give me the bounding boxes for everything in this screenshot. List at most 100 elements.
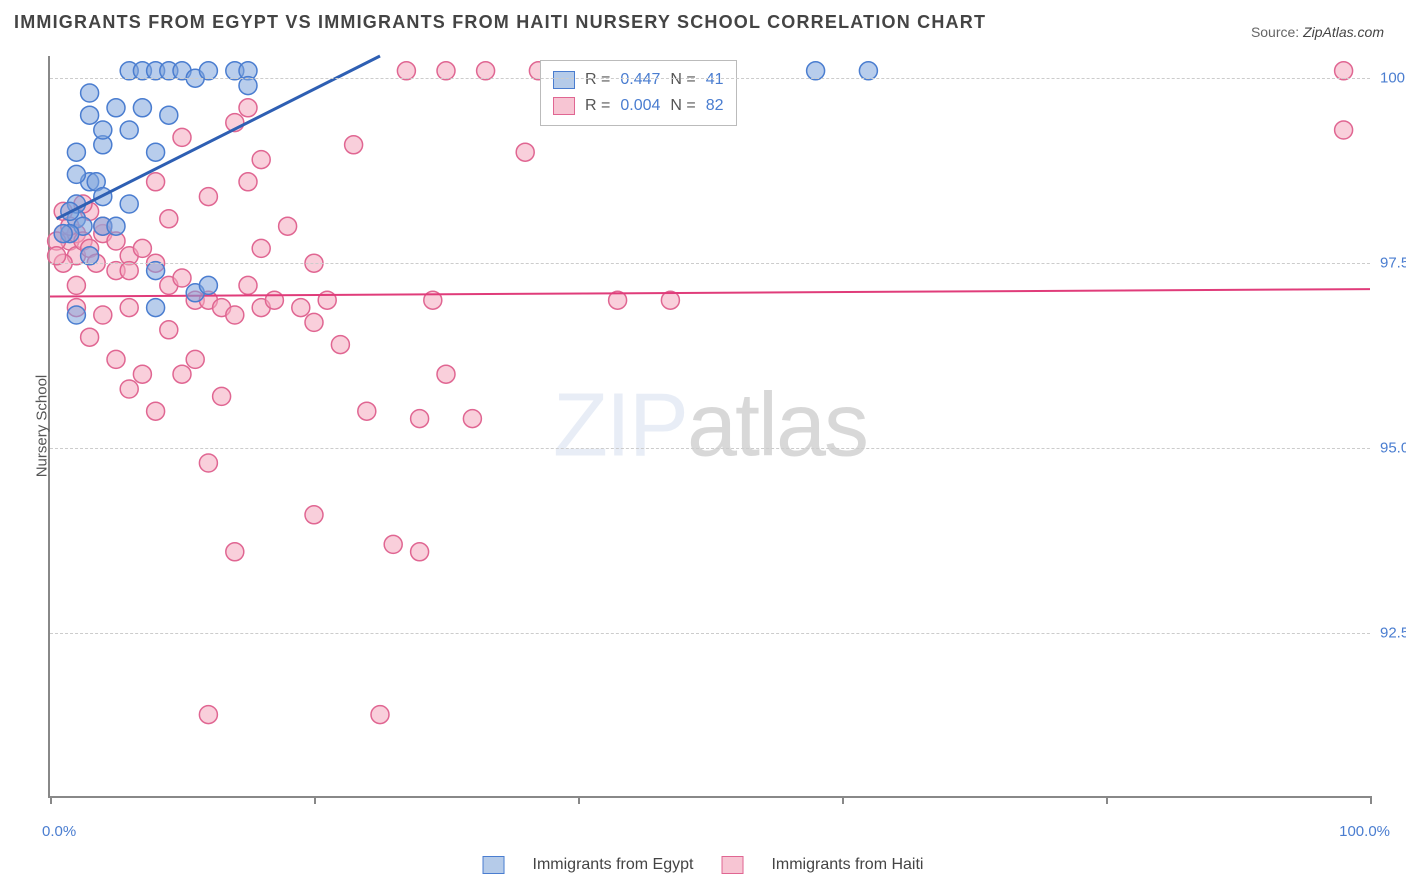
- x-axis-min: 0.0%: [42, 823, 76, 840]
- egypt-legend-label: Immigrants from Egypt: [533, 856, 694, 874]
- scatter-point: [437, 62, 455, 80]
- scatter-point: [67, 143, 85, 161]
- scatter-point: [120, 195, 138, 213]
- scatter-point: [67, 165, 85, 183]
- scatter-point: [120, 262, 138, 280]
- scatter-point: [147, 173, 165, 191]
- scatter-point: [477, 62, 495, 80]
- scatter-point: [226, 543, 244, 561]
- scatter-point: [107, 350, 125, 368]
- scatter-point: [265, 291, 283, 309]
- scatter-point: [239, 99, 257, 117]
- scatter-point: [463, 410, 481, 428]
- stats-legend: R = 0.447 N = 41 R = 0.004 N = 82: [540, 60, 737, 126]
- egypt-swatch-icon: [483, 856, 505, 874]
- x-tick: [1370, 796, 1372, 804]
- scatter-point: [147, 143, 165, 161]
- scatter-point: [199, 188, 217, 206]
- scatter-point: [318, 291, 336, 309]
- chart-title: IMMIGRANTS FROM EGYPT VS IMMIGRANTS FROM…: [14, 12, 986, 33]
- scatter-point: [411, 410, 429, 428]
- scatter-point: [199, 706, 217, 724]
- y-tick-label: 92.5%: [1374, 625, 1406, 642]
- svg-layer: [50, 56, 1370, 796]
- scatter-point: [160, 210, 178, 228]
- scatter-point: [81, 247, 99, 265]
- scatter-point: [358, 402, 376, 420]
- haiti-legend-label: Immigrants from Haiti: [771, 856, 923, 874]
- scatter-point: [160, 106, 178, 124]
- x-tick: [50, 796, 52, 804]
- scatter-point: [67, 276, 85, 294]
- source-name: ZipAtlas.com: [1303, 24, 1384, 40]
- source-label: Source:: [1251, 24, 1303, 40]
- scatter-point: [133, 365, 151, 383]
- scatter-point: [411, 543, 429, 561]
- scatter-point: [199, 454, 217, 472]
- y-tick-label: 100.0%: [1374, 70, 1406, 87]
- scatter-point: [147, 262, 165, 280]
- scatter-point: [371, 706, 389, 724]
- series-legend: Immigrants from Egypt Immigrants from Ha…: [483, 856, 924, 874]
- x-tick: [578, 796, 580, 804]
- scatter-point: [226, 306, 244, 324]
- y-axis-label: Nursery School: [34, 375, 51, 478]
- scatter-point: [345, 136, 363, 154]
- scatter-point: [107, 217, 125, 235]
- scatter-point: [147, 299, 165, 317]
- r-label: R =: [585, 67, 610, 93]
- scatter-point: [252, 239, 270, 257]
- scatter-point: [107, 99, 125, 117]
- scatter-point: [173, 128, 191, 146]
- scatter-point: [81, 84, 99, 102]
- scatter-point: [1335, 121, 1353, 139]
- scatter-point: [173, 365, 191, 383]
- scatter-point: [239, 276, 257, 294]
- scatter-point: [305, 506, 323, 524]
- scatter-point: [807, 62, 825, 80]
- scatter-point: [279, 217, 297, 235]
- scatter-point: [160, 321, 178, 339]
- scatter-point: [437, 365, 455, 383]
- x-tick: [1106, 796, 1108, 804]
- n-label: N =: [670, 93, 695, 119]
- gridline: [50, 633, 1370, 634]
- scatter-point: [397, 62, 415, 80]
- egypt-n-value: 41: [706, 67, 724, 93]
- haiti-n-value: 82: [706, 93, 724, 119]
- scatter-plot: Nursery School ZIPatlas R = 0.447 N = 41…: [48, 56, 1370, 798]
- scatter-point: [213, 387, 231, 405]
- scatter-point: [252, 151, 270, 169]
- scatter-point: [94, 121, 112, 139]
- x-tick: [314, 796, 316, 804]
- scatter-point: [186, 350, 204, 368]
- scatter-point: [94, 306, 112, 324]
- egypt-r-value: 0.447: [620, 67, 660, 93]
- scatter-point: [516, 143, 534, 161]
- scatter-point: [1335, 62, 1353, 80]
- scatter-point: [133, 239, 151, 257]
- x-axis-max: 100.0%: [1339, 823, 1390, 840]
- scatter-point: [239, 77, 257, 95]
- scatter-point: [81, 328, 99, 346]
- gridline: [50, 448, 1370, 449]
- r-label: R =: [585, 93, 610, 119]
- stats-row-egypt: R = 0.447 N = 41: [553, 67, 724, 93]
- scatter-point: [120, 121, 138, 139]
- stats-row-haiti: R = 0.004 N = 82: [553, 93, 724, 119]
- scatter-point: [292, 299, 310, 317]
- y-tick-label: 97.5%: [1374, 255, 1406, 272]
- egypt-swatch-icon: [553, 71, 575, 89]
- scatter-point: [81, 106, 99, 124]
- y-tick-label: 95.0%: [1374, 440, 1406, 457]
- scatter-point: [384, 535, 402, 553]
- scatter-point: [120, 299, 138, 317]
- scatter-point: [173, 269, 191, 287]
- scatter-point: [67, 306, 85, 324]
- scatter-point: [305, 313, 323, 331]
- x-tick: [842, 796, 844, 804]
- scatter-point: [120, 380, 138, 398]
- gridline: [50, 263, 1370, 264]
- source-credit: Source: ZipAtlas.com: [1251, 24, 1384, 40]
- scatter-point: [859, 62, 877, 80]
